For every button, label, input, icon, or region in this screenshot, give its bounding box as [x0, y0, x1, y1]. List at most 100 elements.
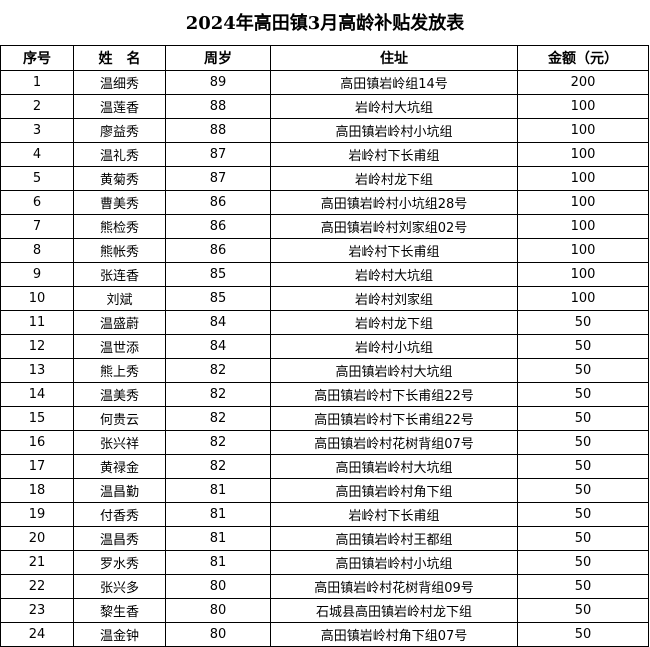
- table-row: 18 温昌勤 81 高田镇岩岭村角下组 50: [0, 478, 649, 503]
- cell-amount: 100: [517, 166, 649, 191]
- cell-age: 82: [165, 430, 271, 455]
- cell-index: 6: [0, 190, 74, 215]
- cell-amount: 50: [517, 454, 649, 479]
- cell-name: 黄禄金: [73, 454, 166, 479]
- cell-index: 17: [0, 454, 74, 479]
- cell-amount: 50: [517, 406, 649, 431]
- table-row: 13 熊上秀 82 高田镇岩岭村大坑组 50: [0, 358, 649, 383]
- table-row: 1 温细秀 89 高田镇岩岭组14号 200: [0, 70, 649, 95]
- cell-name: 温世添: [73, 334, 166, 359]
- cell-name: 张连香: [73, 262, 166, 287]
- cell-name: 熊上秀: [73, 358, 166, 383]
- cell-age: 85: [165, 286, 271, 311]
- cell-address: 岩岭村大坑组: [270, 94, 518, 119]
- cell-address: 岩岭村龙下组: [270, 310, 518, 335]
- cell-address: 高田镇岩岭村下长甫组22号: [270, 406, 518, 431]
- cell-index: 3: [0, 118, 74, 143]
- cell-index: 22: [0, 574, 74, 599]
- cell-amount: 50: [517, 502, 649, 527]
- cell-age: 88: [165, 94, 271, 119]
- cell-name: 温莲香: [73, 94, 166, 119]
- document-title: 2024年高田镇3月高龄补贴发放表: [185, 13, 465, 34]
- table-row: 4 温礼秀 87 岩岭村下长甫组 100: [0, 142, 649, 167]
- cell-name: 罗水秀: [73, 550, 166, 575]
- subsidy-table: 序号 姓 名 周岁 住址 金额（元） 1 温细秀 89 高田镇岩岭组14号 200 2 温莲…: [0, 45, 649, 647]
- table-row: 11 温盛蔚 84 岩岭村龙下组 50: [0, 310, 649, 335]
- table-row: 12 温世添 84 岩岭村小坑组 50: [0, 334, 649, 359]
- cell-amount: 50: [517, 430, 649, 455]
- cell-name: 温金钟: [73, 622, 166, 647]
- cell-index: 19: [0, 502, 74, 527]
- cell-name: 黎生香: [73, 598, 166, 623]
- cell-index: 15: [0, 406, 74, 431]
- cell-name: 温昌秀: [73, 526, 166, 551]
- cell-address: 岩岭村龙下组: [270, 166, 518, 191]
- cell-amount: 100: [517, 118, 649, 143]
- cell-name: 曹美秀: [73, 190, 166, 215]
- cell-age: 81: [165, 478, 271, 503]
- cell-address: 岩岭村下长甫组: [270, 238, 518, 263]
- cell-amount: 50: [517, 598, 649, 623]
- cell-name: 黄菊秀: [73, 166, 166, 191]
- cell-address: 岩岭村大坑组: [270, 262, 518, 287]
- cell-address: 高田镇岩岭组14号: [270, 70, 518, 95]
- table-row: 14 温美秀 82 高田镇岩岭村下长甫组22号 50: [0, 382, 649, 407]
- cell-address: 石城县高田镇岩岭村龙下组: [270, 598, 518, 623]
- cell-address: 高田镇岩岭村大坑组: [270, 358, 518, 383]
- header-address: 住址: [270, 45, 518, 71]
- cell-name: 熊检秀: [73, 214, 166, 239]
- cell-index: 1: [0, 70, 74, 95]
- cell-index: 13: [0, 358, 74, 383]
- cell-age: 89: [165, 70, 271, 95]
- cell-address: 高田镇岩岭村下长甫组22号: [270, 382, 518, 407]
- cell-age: 80: [165, 574, 271, 599]
- cell-age: 84: [165, 334, 271, 359]
- cell-index: 18: [0, 478, 74, 503]
- cell-age: 86: [165, 190, 271, 215]
- cell-index: 12: [0, 334, 74, 359]
- cell-age: 81: [165, 526, 271, 551]
- cell-amount: 100: [517, 262, 649, 287]
- header-index: 序号: [0, 45, 74, 71]
- cell-index: 23: [0, 598, 74, 623]
- table-row: 22 张兴多 80 高田镇岩岭村花树背组09号 50: [0, 574, 649, 599]
- cell-age: 80: [165, 598, 271, 623]
- cell-amount: 100: [517, 94, 649, 119]
- cell-amount: 200: [517, 70, 649, 95]
- cell-age: 87: [165, 142, 271, 167]
- cell-address: 岩岭村刘家组: [270, 286, 518, 311]
- cell-amount: 50: [517, 478, 649, 503]
- cell-index: 10: [0, 286, 74, 311]
- header-name: 姓 名: [73, 45, 166, 71]
- cell-amount: 50: [517, 550, 649, 575]
- cell-amount: 50: [517, 382, 649, 407]
- cell-name: 温细秀: [73, 70, 166, 95]
- cell-age: 86: [165, 214, 271, 239]
- header-age: 周岁: [165, 45, 271, 71]
- table-row: 21 罗水秀 81 高田镇岩岭村小坑组 50: [0, 550, 649, 575]
- table-row: 8 熊帐秀 86 岩岭村下长甫组 100: [0, 238, 649, 263]
- cell-amount: 100: [517, 214, 649, 239]
- cell-index: 16: [0, 430, 74, 455]
- table-row: 3 廖益秀 88 高田镇岩岭村小坑组 100: [0, 118, 649, 143]
- cell-index: 24: [0, 622, 74, 647]
- table-row: 20 温昌秀 81 高田镇岩岭村王都组 50: [0, 526, 649, 551]
- cell-index: 14: [0, 382, 74, 407]
- cell-age: 88: [165, 118, 271, 143]
- table-row: 5 黄菊秀 87 岩岭村龙下组 100: [0, 166, 649, 191]
- cell-address: 高田镇岩岭村角下组07号: [270, 622, 518, 647]
- table-row: 10 刘斌 85 岩岭村刘家组 100: [0, 286, 649, 311]
- cell-name: 张兴祥: [73, 430, 166, 455]
- cell-index: 8: [0, 238, 74, 263]
- table-row: 23 黎生香 80 石城县高田镇岩岭村龙下组 50: [0, 598, 649, 623]
- cell-index: 4: [0, 142, 74, 167]
- cell-name: 张兴多: [73, 574, 166, 599]
- cell-amount: 100: [517, 238, 649, 263]
- table-row: 7 熊检秀 86 高田镇岩岭村刘家组02号 100: [0, 214, 649, 239]
- table-row: 2 温莲香 88 岩岭村大坑组 100: [0, 94, 649, 119]
- cell-age: 84: [165, 310, 271, 335]
- cell-address: 岩岭村小坑组: [270, 334, 518, 359]
- cell-name: 温昌勤: [73, 478, 166, 503]
- header-amount: 金额（元）: [517, 45, 649, 71]
- cell-age: 82: [165, 382, 271, 407]
